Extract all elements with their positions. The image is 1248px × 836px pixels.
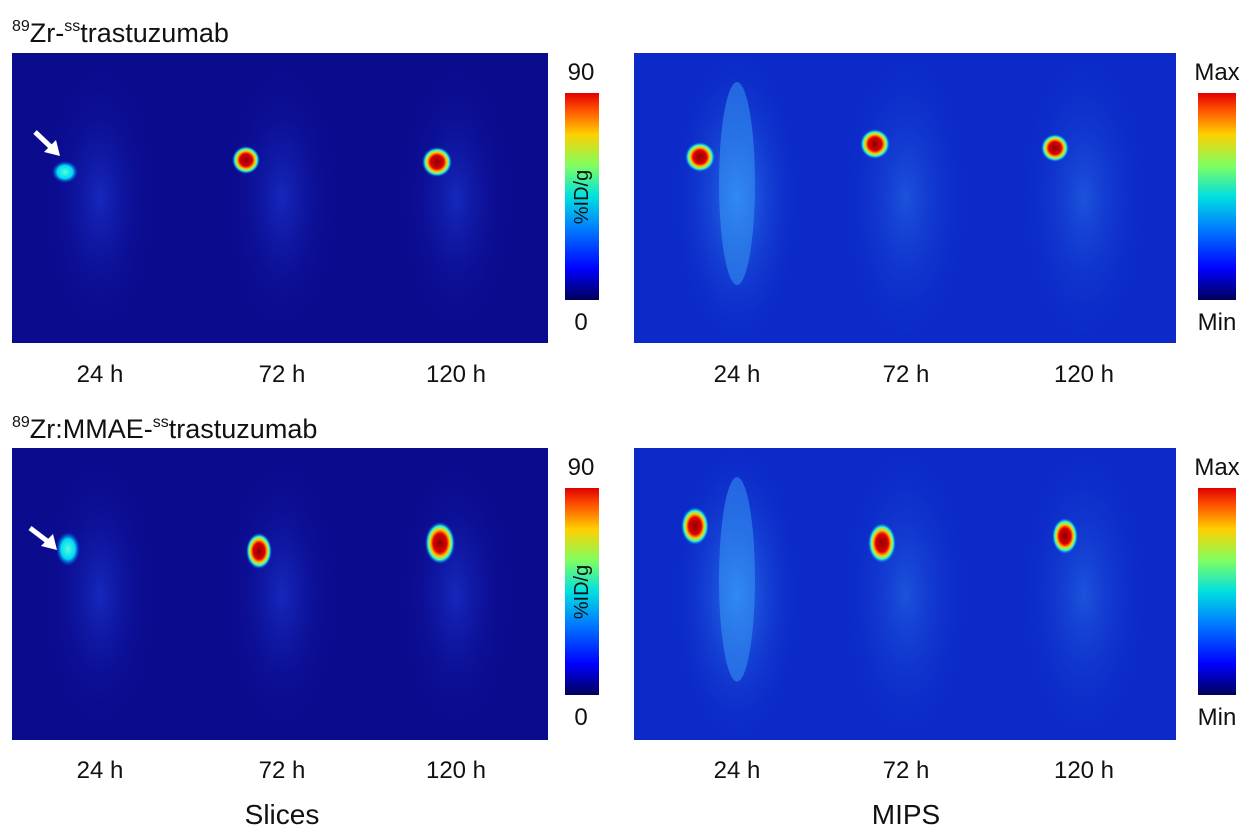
scale-min: Min xyxy=(1198,309,1237,336)
time-label: 24 h xyxy=(77,361,124,388)
scale-max: Max xyxy=(1194,454,1239,481)
time-label: 120 h xyxy=(426,361,486,388)
footer-label: MIPS xyxy=(872,799,940,830)
uptake-spot xyxy=(425,522,455,564)
scale-min: 0 xyxy=(574,309,587,336)
uptake-spot xyxy=(868,523,896,563)
uptake-spot xyxy=(860,129,890,159)
mouse-body xyxy=(398,453,514,735)
time-label: 72 h xyxy=(259,757,306,784)
scale-max: 90 xyxy=(568,59,595,86)
mouse-body xyxy=(224,453,340,735)
time-label: 120 h xyxy=(1054,361,1114,388)
time-label: 24 h xyxy=(714,757,761,784)
uptake-spot xyxy=(232,146,260,174)
scale-max: 90 xyxy=(568,454,595,481)
scale-min: Min xyxy=(1198,704,1237,731)
time-label: 72 h xyxy=(259,361,306,388)
uptake-spot xyxy=(56,532,80,566)
arrow-head xyxy=(44,140,60,156)
spine xyxy=(719,82,755,285)
uptake-spot xyxy=(246,533,272,569)
time-label: 120 h xyxy=(426,757,486,784)
scale-label: %ID/g xyxy=(571,170,593,224)
uptake-spot xyxy=(422,147,452,177)
mouse-body xyxy=(844,448,968,740)
mouse-body xyxy=(42,58,158,338)
mouse-body xyxy=(1022,53,1146,343)
scale-label: %ID/g xyxy=(571,565,593,619)
time-label: 24 h xyxy=(714,361,761,388)
colorbar xyxy=(565,93,599,300)
mouse-body xyxy=(398,58,514,338)
uptake-spot xyxy=(685,142,715,172)
uptake-spot xyxy=(681,507,709,545)
row-title: 89Zr:MMAE-sstrastuzumab xyxy=(12,414,317,444)
colorbar xyxy=(565,488,599,695)
time-label: 72 h xyxy=(883,361,930,388)
time-label: 72 h xyxy=(883,757,930,784)
uptake-spot xyxy=(52,161,78,183)
colorbar xyxy=(1198,488,1236,695)
footer-label: Slices xyxy=(245,799,320,830)
row-title: 89Zr-sstrastuzumab xyxy=(12,18,229,48)
scale-min: 0 xyxy=(574,704,587,731)
mouse-body xyxy=(1022,448,1146,740)
scale-max: Max xyxy=(1194,59,1239,86)
colorbar xyxy=(1198,93,1236,300)
time-label: 120 h xyxy=(1054,757,1114,784)
uptake-spot xyxy=(1041,134,1069,162)
uptake-spot xyxy=(1052,518,1078,554)
spine xyxy=(719,477,755,682)
mouse-body xyxy=(224,58,340,338)
time-label: 24 h xyxy=(77,757,124,784)
arrow-head xyxy=(41,534,57,550)
mouse-body xyxy=(844,53,968,343)
mouse-body xyxy=(42,453,158,735)
